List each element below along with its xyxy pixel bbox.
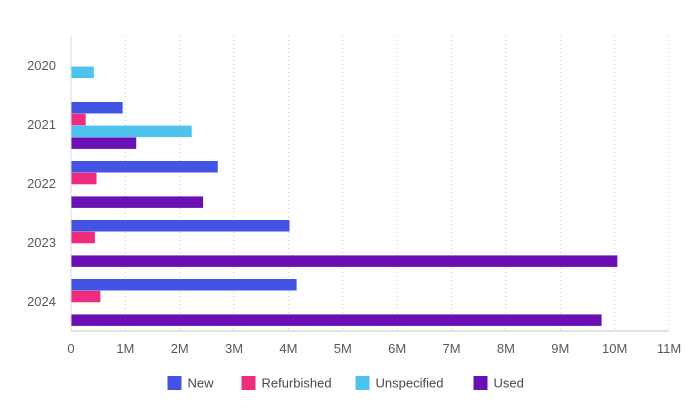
legend-swatch xyxy=(167,376,182,390)
bar-used-2024[interactable] xyxy=(71,314,602,326)
bar-refurbished-2024[interactable] xyxy=(71,290,101,303)
x-tick-label: 8M xyxy=(497,341,515,356)
legend-item-used[interactable]: Used xyxy=(473,376,524,391)
bar-new-2024[interactable] xyxy=(71,279,297,291)
axes xyxy=(70,36,669,332)
legend[interactable]: New Refurbished Unspecified Used xyxy=(167,376,524,391)
x-tick-label: 9M xyxy=(551,341,569,356)
legend-swatch xyxy=(473,376,488,390)
legend-label: Used xyxy=(494,376,524,391)
bar-used-2021[interactable] xyxy=(71,137,137,149)
bar-new-2022[interactable] xyxy=(71,161,218,173)
x-tick-label: 10M xyxy=(602,341,627,356)
bar-unspecified-2020[interactable] xyxy=(71,66,94,79)
legend-swatch xyxy=(355,376,370,390)
bar-used-2023[interactable] xyxy=(71,255,618,267)
y-tick-label: 2024 xyxy=(27,294,56,309)
x-tick-label: 0 xyxy=(67,341,74,356)
x-tick-label: 5M xyxy=(334,341,352,356)
x-tick-label: 4M xyxy=(279,341,297,356)
legend-label: Unspecified xyxy=(376,376,444,391)
legend-item-unspecified[interactable]: Unspecified xyxy=(355,376,444,391)
y-tick-label: 2022 xyxy=(27,176,56,191)
legend-swatch xyxy=(241,376,256,390)
bars xyxy=(71,66,618,326)
legend-item-refurbished[interactable]: Refurbished xyxy=(241,376,332,391)
x-tick-label: 3M xyxy=(225,341,243,356)
legend-label: New xyxy=(188,376,215,391)
x-tick-label: 7M xyxy=(443,341,461,356)
bar-used-2022[interactable] xyxy=(71,196,204,208)
x-tick-label: 1M xyxy=(116,341,134,356)
x-tick-label: 2M xyxy=(171,341,189,356)
x-tick-label: 6M xyxy=(388,341,406,356)
y-tick-label: 2021 xyxy=(27,117,56,132)
y-tick-label: 2023 xyxy=(27,235,56,250)
bar-new-2023[interactable] xyxy=(71,220,290,232)
bar-refurbished-2022[interactable] xyxy=(71,172,97,185)
bar-refurbished-2023[interactable] xyxy=(71,231,95,244)
x-tick-label: 11M xyxy=(657,341,681,356)
legend-item-new[interactable]: New xyxy=(167,376,215,391)
tick-labels: 0 1M 2M 3M 4M 5M 6M 7M 8M 9M 10M 11M 2020 2021 2022 202… xyxy=(27,58,681,356)
bar-refurbished-2021[interactable] xyxy=(71,113,86,126)
bar-new-2021[interactable] xyxy=(71,102,123,114)
y-tick-label: 2020 xyxy=(27,58,56,73)
bar-unspecified-2021[interactable] xyxy=(71,125,192,138)
legend-label: Refurbished xyxy=(262,376,332,391)
